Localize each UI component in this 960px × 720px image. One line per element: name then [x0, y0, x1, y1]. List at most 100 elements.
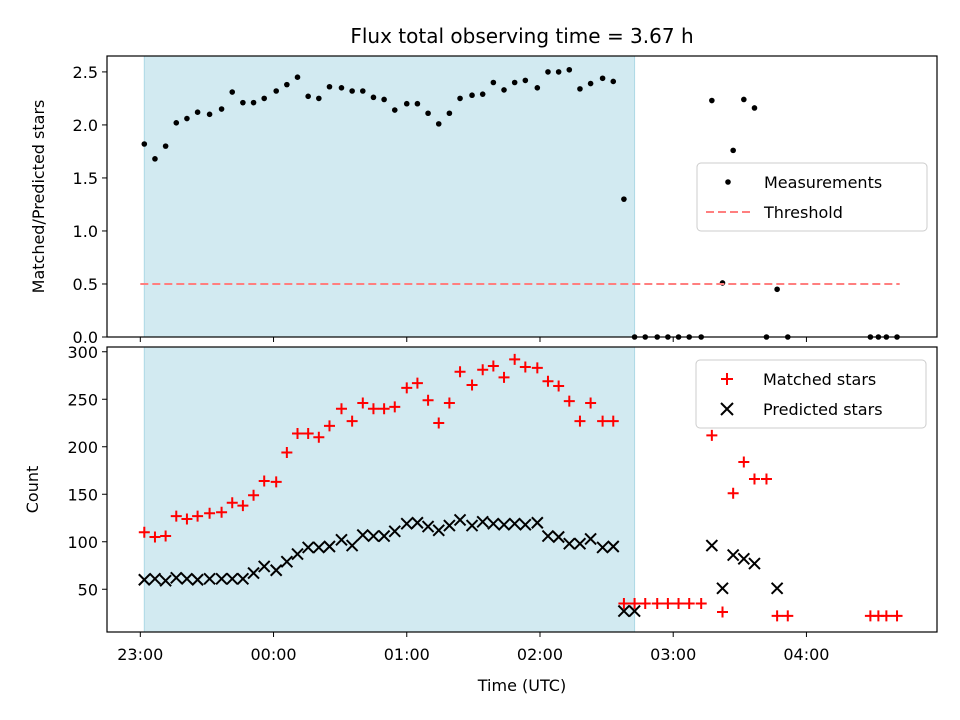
count-series-matched-stars-point — [683, 598, 695, 609]
ratio-series-measurements-point — [511, 79, 518, 86]
ratio-observing-span — [143, 55, 636, 338]
ratio-series-measurements-point — [173, 120, 180, 126]
count-series-predicted-stars-point — [301, 541, 315, 554]
count-series-predicted-stars-point — [726, 548, 740, 562]
ratio-series-measurements-point — [359, 88, 366, 94]
count-series-matched-stars-point — [302, 427, 314, 439]
ratio-series-measurements-point — [555, 69, 562, 75]
count-y-tick-label: 300 — [67, 343, 98, 362]
count-series-matched-stars-point — [771, 610, 783, 622]
count-series-predicted-stars-point — [400, 517, 413, 530]
count-series-matched-stars-point — [181, 513, 193, 525]
count-series-predicted-stars-point — [170, 571, 183, 585]
x-tick-label: 03:00 — [650, 645, 696, 664]
count-series-matched-stars-point — [738, 456, 750, 468]
count-series-predicted-stars-point — [236, 572, 250, 586]
ratio-series-measurements-point — [316, 95, 322, 102]
count-series-matched-stars-point — [138, 526, 150, 538]
count-panel: 50 100 150 200 250 300 23:00 00:00 01:00 02:00 03:… — [23, 343, 938, 664]
count-series-matched-stars-point — [618, 598, 630, 609]
count-y-tick-label: 50 — [78, 580, 98, 599]
ratio-series-measurements-point — [741, 96, 747, 103]
count-series-predicted-stars-point — [377, 529, 391, 543]
count-series-matched-stars-point — [335, 403, 347, 415]
count-series-matched-stars-point — [717, 606, 729, 618]
ratio-series-measurements-point — [338, 85, 345, 91]
count-series-matched-stars-point — [509, 353, 521, 365]
count-series-predicted-stars-point — [508, 517, 521, 530]
count-series-predicted-stars-point — [138, 573, 151, 586]
count-series-predicted-stars-point — [497, 518, 511, 531]
ratio-series-measurements-point — [250, 99, 257, 106]
count-series-matched-stars-point — [597, 415, 609, 427]
count-series-predicted-stars-point — [388, 525, 401, 538]
count-series-predicted-stars-point — [148, 572, 162, 586]
ratio-series-measurements-point — [284, 81, 290, 88]
count-legend-box — [695, 359, 927, 429]
ratio-series-measurements-point — [587, 80, 594, 87]
count-series-predicted-stars-point — [269, 564, 283, 577]
count-series-predicted-stars-point — [563, 537, 576, 550]
ratio-series-measurements-point — [446, 110, 453, 117]
count-series-predicted-stars-point — [737, 552, 751, 566]
ratio-series-measurements-point — [469, 92, 475, 99]
count-series-predicted-stars-point — [312, 541, 326, 554]
count-series-matched-stars-point — [204, 507, 216, 519]
count-series-matched-stars-point — [662, 598, 674, 609]
x-tick-label: 01:00 — [384, 645, 430, 664]
count-series-predicted-stars-point — [531, 516, 544, 529]
count-legend-marker — [720, 402, 734, 416]
ratio-series-measurements-point — [457, 95, 463, 102]
ratio-series-measurements-point — [218, 106, 225, 112]
count-series-matched-stars-point — [498, 371, 510, 383]
ratio-series-measurements-point — [414, 100, 421, 107]
count-series-matched-stars-point — [292, 427, 304, 439]
ratio-series-measurements-point — [391, 107, 398, 113]
count-series-predicted-stars-point — [465, 519, 479, 532]
x-tick-label: 00:00 — [250, 645, 296, 664]
count-series-predicted-stars-point — [443, 519, 456, 532]
chart-title: Flux total observing time = 3.67 h — [350, 24, 693, 48]
count-series-matched-stars-point — [443, 397, 455, 409]
ratio-legend-marker — [725, 179, 731, 185]
count-series-matched-stars-point — [607, 415, 619, 427]
count-series-predicted-stars-point — [335, 533, 348, 547]
count-legend-label: Predicted stars — [763, 400, 883, 419]
ratio-y-tick-label: 1.0 — [73, 222, 98, 241]
count-series-matched-stars-point — [170, 510, 182, 522]
count-observing-span — [143, 346, 636, 633]
ratio-series-measurements-point — [577, 86, 583, 92]
x-tick-label: 23:00 — [117, 645, 163, 664]
count-series-matched-stars-point — [519, 361, 531, 373]
count-series-predicted-stars-point — [573, 537, 587, 550]
count-series-matched-stars-point — [585, 397, 597, 409]
ratio-series-measurements-point — [206, 111, 213, 118]
count-series-predicted-stars-point — [323, 540, 336, 553]
ratio-y-tick-label: 2.5 — [73, 63, 98, 82]
x-tick-label: 02:00 — [517, 645, 563, 664]
count-series-matched-stars-point — [639, 598, 651, 609]
count-series-matched-stars-point — [192, 510, 204, 522]
ratio-series-measurements-point — [403, 100, 410, 107]
count-series-matched-stars-point — [346, 415, 358, 427]
count-series-predicted-stars-point — [628, 604, 641, 618]
ratio-series-measurements-point — [294, 74, 301, 81]
count-series-matched-stars-point — [531, 362, 543, 374]
ratio-legend-box — [696, 162, 928, 232]
count-series-predicted-stars-point — [257, 560, 271, 573]
count-series-matched-stars-point — [367, 403, 379, 415]
count-series-matched-stars-point — [281, 446, 293, 458]
count-series-predicted-stars-point — [367, 529, 380, 543]
ratio-series-measurements-point — [522, 77, 529, 84]
ratio-series-measurements-point — [194, 109, 201, 115]
ratio-series-measurements-point — [709, 97, 715, 104]
ratio-series-measurements-point — [273, 88, 279, 94]
ratio-series-measurements-point — [326, 83, 333, 90]
count-series-matched-stars-point — [270, 476, 282, 488]
ratio-series-measurements-point — [501, 87, 507, 93]
count-series-predicted-stars-point — [191, 573, 204, 586]
ratio-y-tick-label: 0.0 — [73, 328, 98, 347]
count-series-matched-stars-point — [706, 429, 718, 441]
count-series-predicted-stars-point — [607, 540, 620, 553]
count-series-matched-stars-point — [226, 497, 238, 509]
